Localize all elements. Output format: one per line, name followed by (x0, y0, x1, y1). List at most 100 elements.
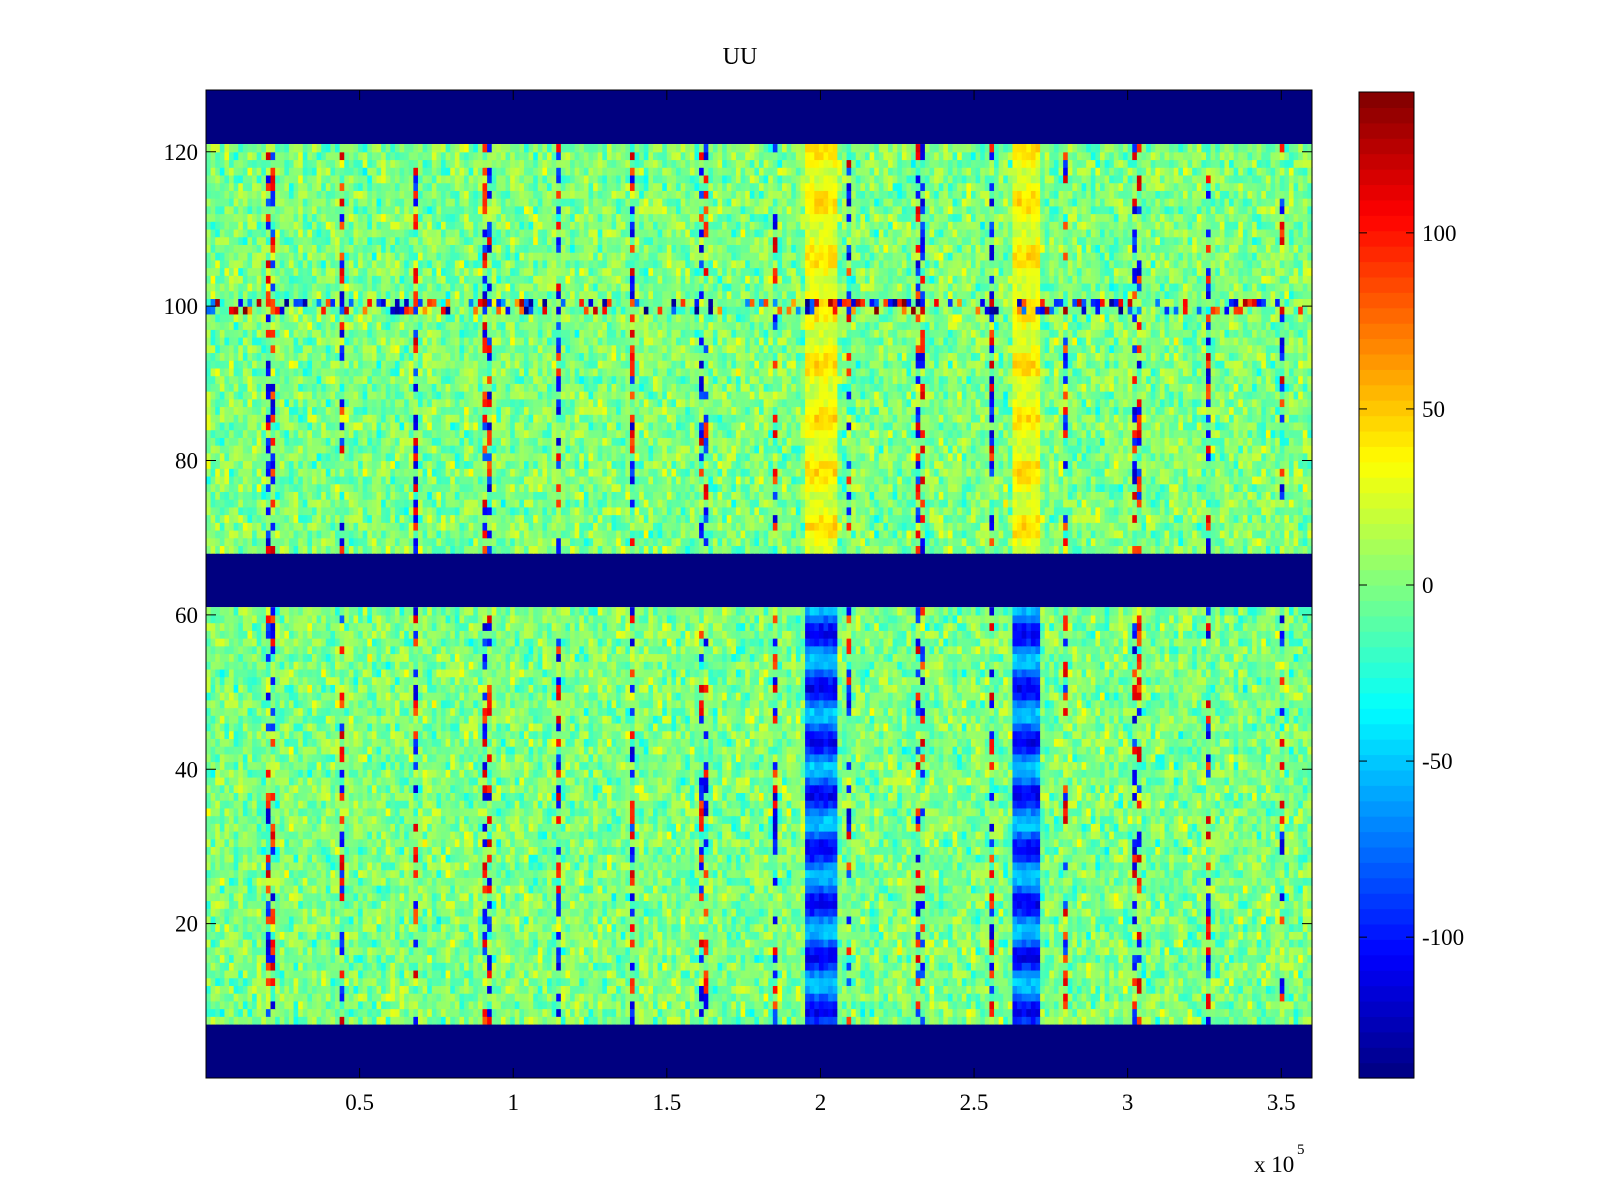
heatmap-cell (699, 939, 704, 947)
heatmap-cell (648, 877, 653, 885)
heatmap-cell (916, 900, 921, 908)
heatmap-cell (330, 862, 335, 870)
heatmap-cell (704, 877, 709, 885)
heatmap-cell (1036, 970, 1041, 978)
heatmap-cell (487, 924, 492, 932)
heatmap-cell (911, 985, 916, 993)
heatmap-cell (727, 1016, 732, 1024)
heatmap-cell (612, 893, 617, 901)
heatmap-cell (662, 885, 667, 893)
heatmap-cell (1100, 947, 1105, 955)
heatmap-cell (930, 908, 935, 916)
heatmap-cell (312, 1016, 317, 1024)
heatmap-cell (718, 924, 723, 932)
heatmap-cell (1095, 962, 1100, 970)
heatmap-cell (390, 1001, 395, 1009)
heatmap-cell (934, 893, 939, 901)
heatmap-cell (441, 970, 446, 978)
heatmap-cell (1017, 900, 1022, 908)
heatmap-cell (999, 870, 1004, 878)
heatmap-cell (1132, 916, 1137, 924)
heatmap-cell (621, 862, 626, 870)
heatmap-cell (893, 978, 898, 986)
heatmap-cell (464, 978, 469, 986)
heatmap-cell (1012, 1016, 1017, 1024)
heatmap-cell (381, 893, 386, 901)
heatmap-cell (930, 978, 935, 986)
heatmap-cell (409, 931, 414, 939)
heatmap-cell (1040, 939, 1045, 947)
heatmap-cell (372, 877, 377, 885)
heatmap-cell (432, 1016, 437, 1024)
heatmap-cell (469, 1016, 474, 1024)
heatmap-cell (478, 1009, 483, 1017)
heatmap-cell (506, 1016, 511, 1024)
heatmap-cell (1022, 924, 1027, 932)
heatmap-cell (464, 900, 469, 908)
heatmap-cell (999, 955, 1004, 963)
heatmap-cell (280, 939, 285, 947)
heatmap-cell (533, 924, 538, 932)
heatmap-cell (805, 900, 810, 908)
heatmap-cell (427, 1001, 432, 1009)
heatmap-cell (1206, 870, 1211, 878)
heatmap-cell (1017, 947, 1022, 955)
heatmap-cell (556, 931, 561, 939)
heatmap-cell (243, 978, 248, 986)
heatmap-cell (685, 970, 690, 978)
heatmap-cell (773, 970, 778, 978)
heatmap-cell (1022, 931, 1027, 939)
heatmap-cell (773, 1009, 778, 1017)
heatmap-cell (1003, 916, 1008, 924)
heatmap-cell (483, 978, 488, 986)
heatmap-cell (791, 947, 796, 955)
heatmap-cell (483, 916, 488, 924)
heatmap-cell (510, 978, 515, 986)
heatmap-cell (1183, 900, 1188, 908)
heatmap-cell (791, 1009, 796, 1017)
heatmap-cell (1141, 962, 1146, 970)
heatmap-cell (524, 870, 529, 878)
heatmap-cell (275, 924, 280, 932)
heatmap-cell (307, 985, 312, 993)
heatmap-cell (266, 947, 271, 955)
heatmap-cell (1280, 1001, 1285, 1009)
heatmap-cell (888, 955, 893, 963)
heatmap-cell (404, 970, 409, 978)
heatmap-cell (1303, 993, 1308, 1001)
heatmap-cell (741, 893, 746, 901)
heatmap-cell (1257, 970, 1262, 978)
heatmap-cell (593, 1001, 598, 1009)
heatmap-cell (943, 908, 948, 916)
heatmap-cell (340, 947, 345, 955)
heatmap-cell (847, 908, 852, 916)
heatmap-cell (736, 939, 741, 947)
heatmap-cell (261, 962, 266, 970)
heatmap-cell (561, 893, 566, 901)
heatmap-cell (1206, 970, 1211, 978)
heatmap-cell (450, 924, 455, 932)
heatmap-cell (759, 870, 764, 878)
heatmap-cell (1155, 993, 1160, 1001)
heatmap-cell (948, 955, 953, 963)
heatmap-cell (621, 970, 626, 978)
heatmap-cell (321, 870, 326, 878)
heatmap-cell (856, 939, 861, 947)
heatmap-cell (1137, 908, 1142, 916)
heatmap-cell (294, 893, 299, 901)
heatmap-cell (791, 916, 796, 924)
heatmap-cell (400, 955, 405, 963)
heatmap-cell (261, 947, 266, 955)
heatmap-cell (911, 978, 916, 986)
heatmap-cell (976, 970, 981, 978)
heatmap-cell (1118, 931, 1123, 939)
heatmap-cell (1247, 1009, 1252, 1017)
heatmap-cell (741, 978, 746, 986)
heatmap-cell (1178, 985, 1183, 993)
heatmap-cell (658, 885, 663, 893)
heatmap-cell (667, 877, 672, 885)
heatmap-cell (745, 1009, 750, 1017)
heatmap-cell (1220, 924, 1225, 932)
heatmap-cell (321, 885, 326, 893)
heatmap-cell (1257, 1016, 1262, 1024)
